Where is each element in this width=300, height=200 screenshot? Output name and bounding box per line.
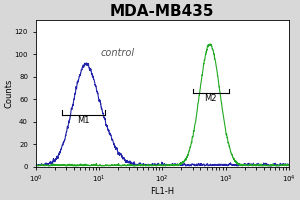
X-axis label: FL1-H: FL1-H [150, 187, 174, 196]
Title: MDA-MB435: MDA-MB435 [110, 4, 214, 19]
Y-axis label: Counts: Counts [4, 79, 13, 108]
Text: M1: M1 [78, 116, 90, 125]
Text: M2: M2 [204, 94, 217, 103]
Text: control: control [100, 48, 134, 58]
